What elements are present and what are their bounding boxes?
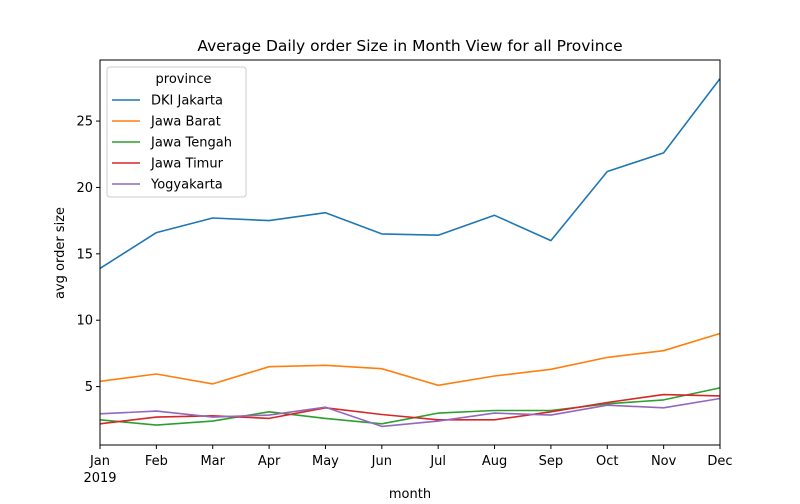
x-tick-label: Dec (707, 454, 732, 469)
series-line-jawa-tengah (99, 387, 721, 426)
x-tick-label: Apr (258, 454, 281, 469)
x-tick-label: Jan (89, 454, 110, 469)
x-tick-label: Nov (651, 454, 677, 469)
y-tick-label: 15 (76, 247, 93, 262)
y-tick-label: 20 (76, 181, 93, 196)
legend-label-dki-jakarta: DKI Jakarta (151, 94, 223, 109)
legend-title: province (156, 72, 212, 87)
y-tick-label: 10 (76, 314, 93, 329)
legend-label-jawa-tengah: Jawa Tengah (150, 136, 232, 151)
x-tick-label: Jun (371, 454, 392, 469)
series-line-jawa-barat (99, 332, 721, 387)
plot-frame (99, 59, 721, 446)
series-line-dki-jakarta (99, 78, 721, 270)
x-axis-label: month (389, 487, 431, 500)
x-tick-label: May (312, 454, 339, 469)
legend-label-jawa-timur: Jawa Timur (150, 157, 224, 172)
x-tick-label: Jul (429, 454, 446, 469)
series-line-jawa-timur (99, 393, 721, 425)
y-tick-label: 25 (76, 115, 93, 130)
x-tick-label: Oct (596, 454, 618, 469)
x-tick-label: Mar (200, 454, 225, 469)
series-line-yogyakarta (99, 397, 721, 428)
y-tick-label: 5 (85, 380, 93, 395)
y-axis-label: avg order size (53, 207, 68, 299)
legend-label-jawa-barat: Jawa Barat (150, 115, 221, 130)
x-tick-label: Sep (539, 454, 564, 469)
x-axis-year-label: 2019 (83, 471, 116, 486)
x-tick-label: Feb (145, 454, 168, 469)
x-tick-label: Aug (482, 454, 507, 469)
legend-box (106, 66, 247, 198)
chart-title: Average Daily order Size in Month View f… (197, 37, 622, 55)
legend: province DKI Jakarta Jawa Barat Jawa Tengah… (106, 66, 247, 198)
legend-label-yogyakarta: Yogyakarta (150, 178, 223, 193)
